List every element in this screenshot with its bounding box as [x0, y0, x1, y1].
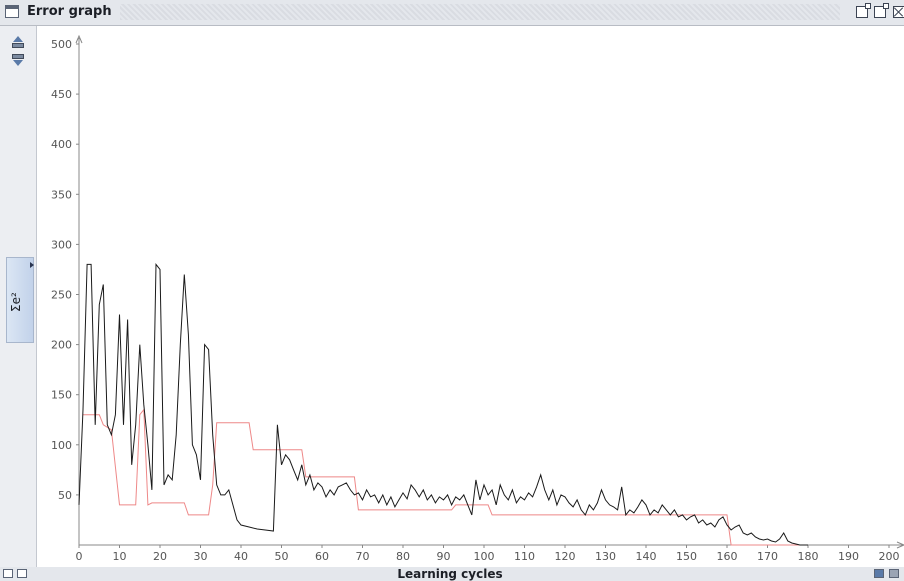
- x-tick-label: 170: [757, 550, 778, 563]
- y-tick-label: 500: [51, 38, 72, 51]
- y-tick-label: 350: [51, 188, 72, 201]
- series-line-black: [78, 263, 808, 546]
- title-bar-hatch: [120, 4, 840, 20]
- y-tick-label: 250: [51, 289, 72, 302]
- x-tick-label: 30: [194, 550, 208, 563]
- y-tick-label: 50: [58, 489, 72, 502]
- scroll-left-icon[interactable]: [874, 569, 884, 578]
- y-axis-label: Σe²: [9, 292, 23, 312]
- x-axis-label: Learning cycles: [397, 567, 503, 581]
- bottom-bar: Learning cycles: [0, 567, 904, 581]
- window-icon: [5, 5, 19, 18]
- y-tick-label: 100: [51, 439, 72, 452]
- x-tick-label: 20: [153, 550, 167, 563]
- x-tick-label: 90: [437, 550, 451, 563]
- close-icon[interactable]: [893, 6, 904, 18]
- zoom-icon[interactable]: [3, 569, 13, 578]
- x-tick-label: 110: [514, 550, 535, 563]
- y-tick-label: 200: [51, 339, 72, 352]
- x-tick-label: 70: [356, 550, 370, 563]
- x-tick-label: 190: [838, 550, 859, 563]
- scroll-right-icon[interactable]: [889, 569, 899, 578]
- y-tick-label: 450: [51, 88, 72, 101]
- x-tick-label: 200: [879, 550, 900, 563]
- minimize-icon[interactable]: [856, 3, 871, 18]
- x-tick-label: 100: [474, 550, 495, 563]
- x-tick-label: 120: [555, 550, 576, 563]
- x-axis-arrow-icon: [896, 541, 904, 549]
- y-tick-label: 300: [51, 238, 72, 251]
- expand-arrow-icon[interactable]: [30, 262, 34, 268]
- x-tick-label: 140: [636, 550, 657, 563]
- x-tick-label: 60: [315, 550, 329, 563]
- x-tick-label: 50: [275, 550, 289, 563]
- x-tick-label: 150: [676, 550, 697, 563]
- view-icon[interactable]: [17, 569, 27, 578]
- window-title: Error graph: [27, 4, 116, 19]
- scroll-up-icon[interactable]: [11, 36, 25, 50]
- scroll-down-icon[interactable]: [11, 54, 25, 68]
- y-axis-tab[interactable]: [6, 257, 34, 343]
- x-tick-label: 180: [798, 550, 819, 563]
- y-tick-label: 150: [51, 389, 72, 402]
- error-chart: 50 100 150 200 250 300 350 400 450 500 0 10 20 30 40 50…: [51, 34, 904, 563]
- y-axis-arrow-icon: [75, 34, 83, 44]
- x-tick-label: 40: [234, 550, 248, 563]
- x-tick-label: 130: [595, 550, 616, 563]
- y-tick-label: 400: [51, 138, 72, 151]
- x-tick-label: 80: [396, 550, 410, 563]
- x-tick-label: 0: [76, 550, 83, 563]
- window-title-bar: Error graph: [0, 0, 904, 26]
- error-graph-plot: 50 100 150 200 250 300 350 400 450 500 0 10 20 30 40 50…: [36, 26, 904, 567]
- maximize-icon[interactable]: [874, 3, 889, 18]
- x-tick-label: 10: [113, 550, 127, 563]
- x-tick-label: 160: [717, 550, 738, 563]
